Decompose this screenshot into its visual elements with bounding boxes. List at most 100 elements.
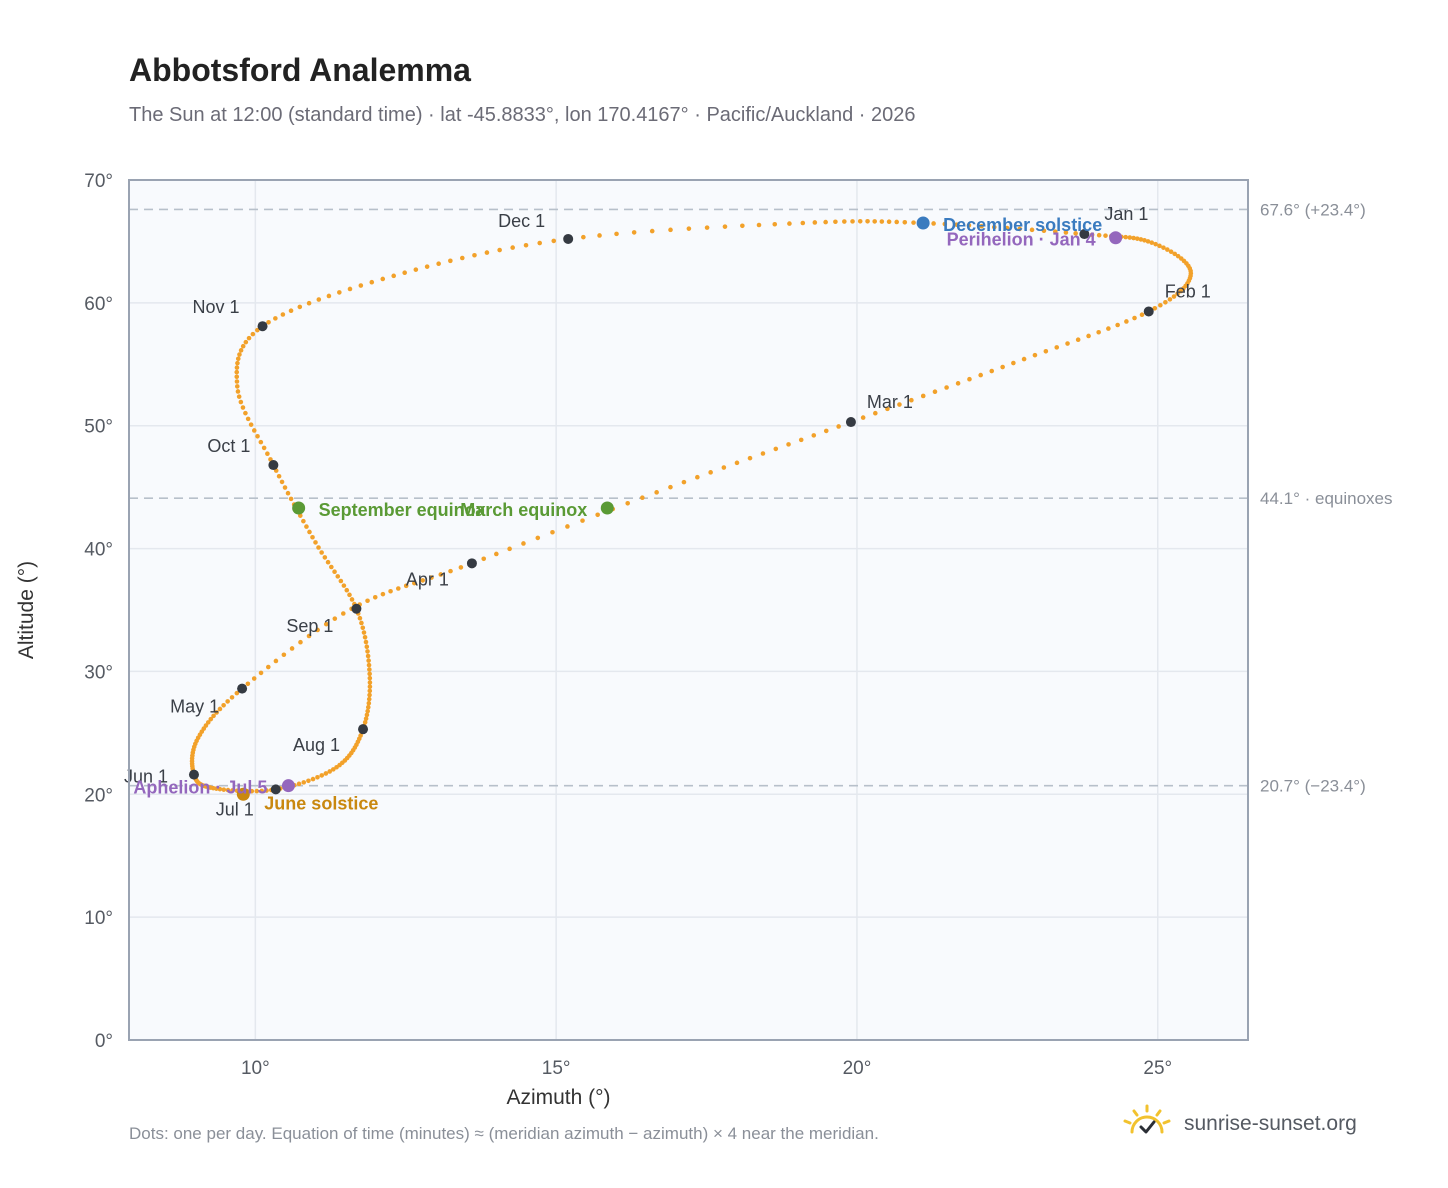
footnote: Dots: one per day. Equation of time (min… [129,1124,879,1143]
daily-sun-dot [365,708,370,714]
daily-sun-dot [747,455,753,461]
month-marker [1079,229,1090,240]
daily-sun-dot [1178,288,1183,294]
daily-sun-dot [872,219,877,224]
daily-sun-dot [1029,227,1035,233]
event-label: Perihelion · Jan 4 [947,230,1096,250]
daily-sun-dot [1138,237,1144,242]
daily-sun-dot [236,394,242,399]
daily-sun-dot [337,290,342,295]
daily-sun-dot [836,424,841,429]
reference-lines: 67.6° (+23.4°) 44.1° · equinoxes 20.7° (−2… [129,200,1393,796]
daily-sun-dot [920,393,926,399]
daily-sun-dot [773,446,779,452]
daily-sun-dot [364,712,370,718]
daily-sun-dot [1131,235,1136,241]
daily-sun-dot [221,702,226,708]
daily-sun-dot [217,706,223,712]
daily-sun-dot [1171,294,1177,299]
daily-sun-dot [250,331,256,337]
daily-sun-dot [873,410,878,416]
daily-sun-dot [551,238,557,244]
daily-sun-dot [363,716,369,721]
daily-sun-dot [361,630,367,635]
daily-sun-dot [885,406,890,412]
daily-sun-dot [365,598,370,604]
daily-sun-dot [1063,230,1069,235]
y-tick-label: 10° [84,908,113,929]
daily-sun-dot [523,242,529,248]
daily-sun-dot [362,719,368,725]
month-label: Feb 1 [1165,281,1211,301]
daily-sun-dot [1032,352,1038,358]
daily-sun-dot [1103,233,1108,238]
daily-sun-dot [329,564,334,570]
daily-sun-dot [362,634,368,640]
daily-sun-dot [1153,241,1158,247]
daily-sun-dot [205,720,211,725]
daily-sun-dot [208,716,214,722]
brand[interactable]: sunrise-sunset.org [1120,1102,1357,1146]
daily-sun-dot [363,639,369,645]
daily-sun-dot [438,572,444,577]
reference-line-label: 44.1° · equinoxes [1260,489,1393,508]
daily-sun-dot [740,223,745,229]
axis-ticks: 0° 10° 20° 30° 40° 50° 60° 70° 10° 15° 20° 25° [84,171,1172,1079]
daily-sun-dot [347,286,353,292]
daily-sun-dot [1115,322,1120,328]
month-marker [268,460,279,471]
daily-sun-dot [254,788,260,794]
daily-sun-dot [649,228,655,234]
daily-sun-dot [276,473,282,479]
daily-sun-dot [1152,306,1158,311]
x-tick-label: 25° [1143,1058,1172,1079]
daily-sun-dot [857,219,863,224]
daily-sun-dot [1043,348,1049,354]
daily-sun-dot [330,767,336,772]
daily-sun-dot [412,580,417,586]
daily-sun-dot [238,348,244,353]
daily-sun-dot [396,586,401,591]
daily-sun-dot [264,788,269,793]
daily-sun-dot [1175,253,1181,259]
daily-sun-dot [860,415,866,420]
daily-sun-dot [1158,302,1163,308]
daily-sun-dot [1106,326,1111,331]
daily-sun-dot [357,615,363,621]
daily-sun-dot [722,224,728,229]
month-marker [563,233,574,244]
event-marker [600,501,614,515]
month-label: Apr 1 [406,569,449,589]
daily-sun-dot [625,500,630,506]
daily-sun-dot [833,219,838,225]
daily-sun-dot [1139,312,1145,318]
brand-name[interactable]: sunrise-sunset.org [1184,1112,1357,1135]
daily-sun-dot [734,460,740,466]
y-tick-label: 70° [84,171,113,192]
daily-sun-dot [550,529,555,535]
daily-sun-dot [484,250,490,255]
daily-sun-dot [344,587,350,593]
x-tick-label: 20° [843,1058,872,1079]
daily-sun-dot [1168,249,1174,254]
daily-sun-dot [894,219,900,225]
daily-sun-dot [842,219,847,224]
daily-sun-dot [288,496,294,502]
daily-sun-dot [1167,297,1173,302]
daily-sun-dot [340,611,346,616]
daily-sun-dot [897,402,902,407]
daily-sun-dot [850,219,855,224]
month-marker [1143,306,1154,317]
daily-sun-dot [313,540,318,545]
daily-sun-dot [372,595,378,600]
daily-sun-dot [359,620,364,626]
daily-sun-dot [413,267,419,272]
daily-sun-dot [1054,345,1060,350]
month-label: Oct 1 [207,436,250,456]
daily-sun-dot [458,565,464,570]
daily-sun-dot [472,252,477,258]
daily-sun-dot [787,221,792,226]
month-label: Jun 1 [124,767,168,787]
daily-sun-dot [380,591,386,597]
daily-sun-dot [402,270,407,276]
